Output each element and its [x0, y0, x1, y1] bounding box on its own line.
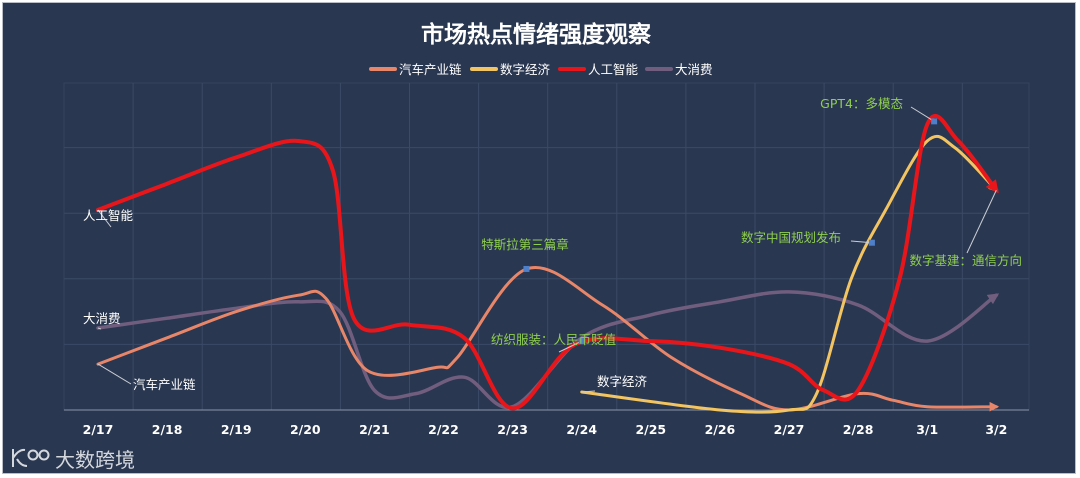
x-tick-label: 2/24	[566, 422, 597, 437]
watermark-text: 大数跨境	[55, 448, 135, 472]
legend-label: 汽车产业链	[399, 62, 462, 77]
x-tick-label: 3/1	[916, 422, 938, 437]
x-tick-label: 2/25	[635, 422, 666, 437]
series-line-4[interactable]	[96, 290, 1000, 410]
legend-item[interactable]: 汽车产业链	[369, 62, 462, 77]
legend-label: 数字经济	[500, 62, 551, 77]
annotation-leader	[910, 106, 935, 122]
chart-title: 市场热点情绪强度观察	[421, 21, 652, 48]
series-start-label: 人工智能	[83, 208, 134, 223]
legend: 汽车产业链 数字经济 人工智能 大消费	[369, 62, 713, 77]
leader-line	[97, 327, 102, 330]
x-tick-label: 2/27	[774, 422, 805, 437]
legend-label: 大消费	[675, 62, 713, 77]
annotation-label: 数字中国规划发布	[741, 230, 841, 245]
annotation-marker[interactable]	[868, 239, 875, 246]
x-tick-label: 3/2	[985, 422, 1007, 437]
legend-item[interactable]: 人工智能	[558, 62, 639, 77]
annotation-leader	[850, 240, 872, 244]
legend-item[interactable]: 数字经济	[470, 62, 551, 77]
series-lines	[96, 114, 1000, 414]
series-line-3[interactable]	[96, 114, 999, 411]
legend-label: 人工智能	[588, 62, 639, 77]
series-start-label: 汽车产业链	[133, 377, 196, 392]
x-tick-label: 2/19	[221, 422, 252, 437]
x-tick-label: 2/17	[83, 422, 114, 437]
x-tick-label: 2/20	[290, 422, 321, 437]
annotation-markers	[523, 106, 997, 353]
x-axis-ticks: 2/17 2/18 2/19 2/20 2/21 2/22 2/23 2/24 2/25 2/26…	[83, 422, 1008, 437]
series-line-2[interactable]	[580, 134, 999, 414]
leader-line	[97, 363, 132, 385]
sentiment-line-chart: 2/17 2/18 2/19 2/20 2/21 2/22 2/23 2/24 2/25 2/26…	[12, 21, 1030, 472]
x-tick-label: 2/22	[428, 422, 459, 437]
x-tick-label: 2/23	[497, 422, 528, 437]
watermark-logo-icon	[12, 448, 50, 467]
annotation-label: 纺织服装：人民币贬值	[491, 332, 616, 347]
annotation-leader	[558, 340, 582, 353]
leader-line	[581, 390, 596, 393]
annotation-marker[interactable]	[578, 338, 585, 345]
x-tick-label: 2/28	[843, 422, 874, 437]
annotation-label: GPT4：多模态	[820, 96, 903, 111]
leader-line	[97, 209, 112, 228]
annotation-label: 特斯拉第三篇章	[481, 237, 569, 252]
legend-item[interactable]: 大消费	[645, 62, 713, 77]
annotation-marker[interactable]	[931, 118, 938, 125]
annotation-label: 数字基建：通信方向	[909, 253, 1022, 268]
x-tick-label: 2/21	[359, 422, 390, 437]
series-start-label: 数字经济	[597, 374, 648, 389]
x-tick-label: 2/18	[152, 422, 183, 437]
series-start-label: 大消费	[83, 311, 121, 326]
annotation-leader	[966, 190, 997, 254]
annotation-marker[interactable]	[523, 265, 530, 272]
watermark: 大数跨境	[12, 448, 135, 472]
x-tick-label: 2/26	[705, 422, 736, 437]
